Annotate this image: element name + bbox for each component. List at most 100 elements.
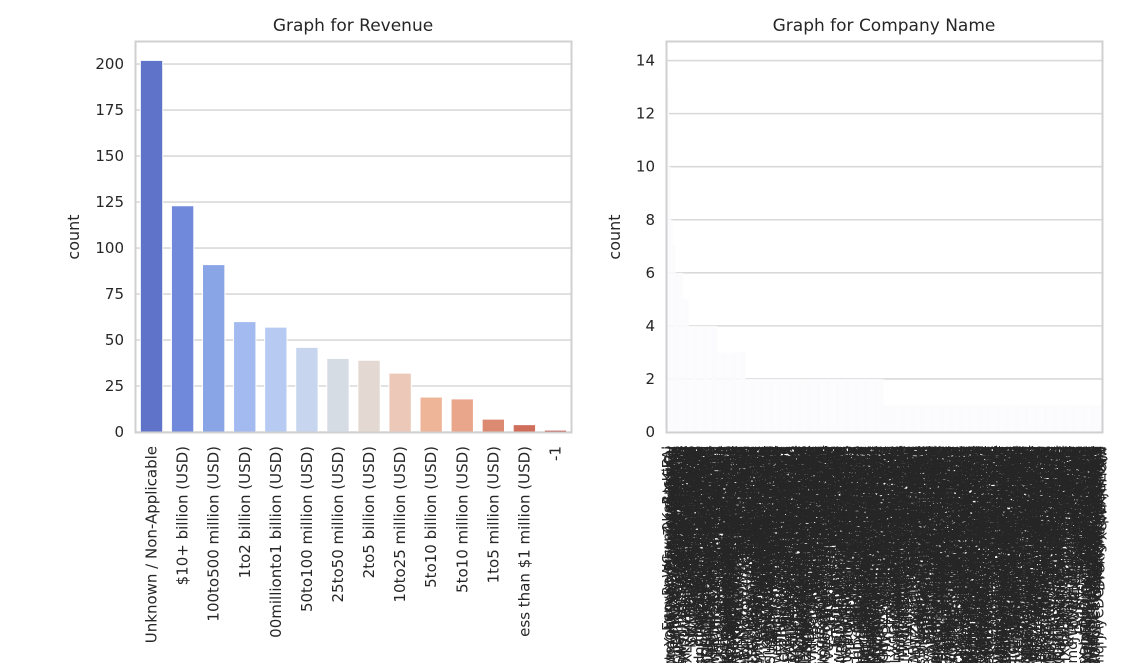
- bar: [1064, 405, 1065, 432]
- x-tick-label: kOWPsKQjiILRQo.HthE: [932, 446, 948, 602]
- bar: [953, 405, 955, 432]
- bar: [894, 405, 896, 432]
- x-tick-label: yybJfDYrOMBbvdVwyIkbPgoKIEP: [923, 446, 939, 663]
- x-tick-label: &EoOLRnbKZ,rkbjzDIhYfJHbw: [1014, 446, 1030, 650]
- x-tick-label: FskAFrtXuHPPLEW.MkXJd: [814, 446, 830, 619]
- bar: [713, 325, 715, 432]
- x-tick-label: M&&HaIpItjnEJpJiibgphYduaYjRpZ: [917, 446, 933, 663]
- bar: [1059, 405, 1061, 432]
- bar: [1022, 405, 1024, 432]
- bar: [726, 352, 728, 432]
- x-tick-label: qihqJMQOMhVBRxFkUqMDfQ: [691, 446, 707, 647]
- x-tick-labels: Unknown / Non-Applicable $10+ billion (US…: [143, 446, 565, 643]
- bar: [1011, 405, 1013, 432]
- x-tick-label: XDUnG,x&FUbbZnPfajQPMtWPo: [699, 446, 715, 663]
- bar: [1037, 405, 1039, 432]
- x-tick-label: sl,szryIbegDKuoGQIqPdlO&: [867, 446, 883, 636]
- x-tick-label: ,z&sMEMQACegkc: [705, 446, 721, 572]
- bar: [1041, 405, 1043, 432]
- bar: [1071, 405, 1073, 432]
- bars: [667, 60, 1102, 432]
- x-tick-label: zCWKtOznQoHxzVfBxmQMlOfyPdv: [678, 446, 694, 663]
- x-tick-label: VXIE,UjAGfQoRprJxheIi: [842, 446, 858, 604]
- x-tick-label: u&gIixeuli,VnyURhDjCtU&OlXeL: [965, 446, 981, 663]
- bar: [834, 378, 836, 432]
- x-tick-label: 5to10 billion (USD): [422, 446, 440, 588]
- bar: [954, 405, 956, 432]
- x-tick-label: QvipNb.MLnODBn,jIALrvyO: [1073, 446, 1089, 634]
- bar: [681, 272, 683, 432]
- x-tick-label: lrnUMevzypcOXTvMnTeNy: [846, 446, 862, 627]
- x-tick-label: U&wBIiYDnAdgJKkRNVtKFPX: [685, 446, 701, 644]
- bar: [678, 272, 680, 432]
- x-tick-label: jHRuFrkZObizrGXzNAWXH,GMll: [897, 446, 913, 663]
- bar: [826, 378, 828, 432]
- x-tick-label: SPRMfOpZJ.LZkPbsFsV: [690, 446, 706, 604]
- bar: [998, 405, 1000, 432]
- bar: [823, 378, 825, 432]
- x-tick-label: CFEqYxVmdJWVdrmEZHBjvsxazhWrMwr: [1065, 446, 1081, 663]
- bar: [742, 352, 743, 432]
- bar: [1079, 405, 1081, 432]
- bar: [1002, 405, 1004, 432]
- x-tick-label: mNIGUrFvXGPRcuvtJh: [1050, 446, 1066, 599]
- x-tick-label: higxXMRl.JzuwgpCFhuosvFs,ZC: [717, 446, 733, 663]
- x-tick-label: UnipsAMCOAnreXJXY: [775, 446, 791, 592]
- x-tick-label: aOGRPrHGsVLe.y.upwyHSJUHtx: [945, 446, 961, 663]
- bar: [943, 405, 945, 432]
- x-tick-label: lddXPFZHNQcYQzGwric,ahXGeBq: [784, 446, 800, 663]
- bar: [925, 405, 927, 432]
- bar: [799, 378, 800, 432]
- x-tick-label: Fiqo&Asqal: [1055, 446, 1071, 524]
- x-tick-label: GTvFQSTRQQrM: [735, 446, 751, 559]
- bar: [717, 352, 719, 432]
- bar: [914, 405, 916, 432]
- bar: [982, 405, 984, 432]
- x-tick-label: UYEhadWN,D: [807, 446, 823, 540]
- bar: [926, 405, 928, 432]
- x-tick-label: HSxZiNsMalUN&bnaJbQgALWai: [1039, 446, 1055, 662]
- x-tick-label: $10+ billion (USD): [174, 446, 192, 585]
- x-tick-label: ,aoMwvjbWRp: [738, 446, 754, 545]
- bar: [1098, 405, 1100, 432]
- x-tick-label: Z,wfIowYXroNmdhDPGLPAeAnhsppO,: [956, 446, 972, 663]
- bar: [481, 418, 506, 433]
- bar: [690, 325, 692, 432]
- bar: [769, 378, 771, 432]
- bar: [809, 378, 811, 432]
- x-tick-label: BlItgfOutdtUPC&lnhV,Qg: [853, 446, 869, 618]
- bar: [670, 219, 672, 432]
- x-tick-label: UioFxNaFTG,: [1059, 446, 1075, 536]
- bar: [937, 405, 939, 432]
- bar: [703, 325, 705, 432]
- x-tick-label: gQTfkUPfUDZlTfveaR: [829, 446, 845, 595]
- x-tick-label: PzIPhKxZ.jp.xHeGrNeT: [808, 446, 824, 604]
- bar: [846, 378, 848, 432]
- bar: [798, 378, 800, 432]
- bar: [1099, 405, 1101, 432]
- bar: [1063, 405, 1065, 432]
- bar: [836, 378, 838, 432]
- bar: [685, 299, 687, 432]
- bar: [917, 405, 919, 432]
- x-tick-label: gKLrbicegQnaVZmP: [767, 446, 783, 585]
- bar: [1030, 405, 1032, 432]
- x-tick-label: suzWEDsPxevFEXuiLoriKyO&&UG: [943, 446, 959, 663]
- x-tick-label: Luqq,HFOkZbzRqUF&QLwIDeTEvTi: [944, 446, 960, 663]
- x-tick-label: oIhzShajRrfAUbJ&u: [869, 446, 885, 578]
- x-tick-label: ,t&pikhJ&&oHjvHjztwXnpgOlCm: [839, 446, 855, 663]
- bar: [1033, 405, 1035, 432]
- bar: [790, 378, 792, 432]
- bar: [960, 405, 962, 432]
- x-tick-label: &qaiNodakf: [822, 445, 838, 528]
- x-tick-label: &dCHPobJuGknPQrXT,zQMVbUC: [858, 446, 874, 663]
- bar: [979, 405, 981, 432]
- bar: [1009, 405, 1011, 432]
- x-tick-label: qwghhsLOmuGl: [854, 446, 870, 556]
- x-tick-label: xjZL&DFDNCqX&KBndYVXG: [1046, 446, 1062, 641]
- x-tick-label: LxSw&IWcBFiTVKcj,FZGTEUl: [802, 446, 818, 642]
- bar: [733, 352, 735, 432]
- x-tick-label: RgGAMqTcHmG: [877, 446, 893, 555]
- bar: [987, 405, 989, 432]
- x-tick-label: dOugzNnwdTZTqBweCnFuPlC: [1037, 446, 1053, 653]
